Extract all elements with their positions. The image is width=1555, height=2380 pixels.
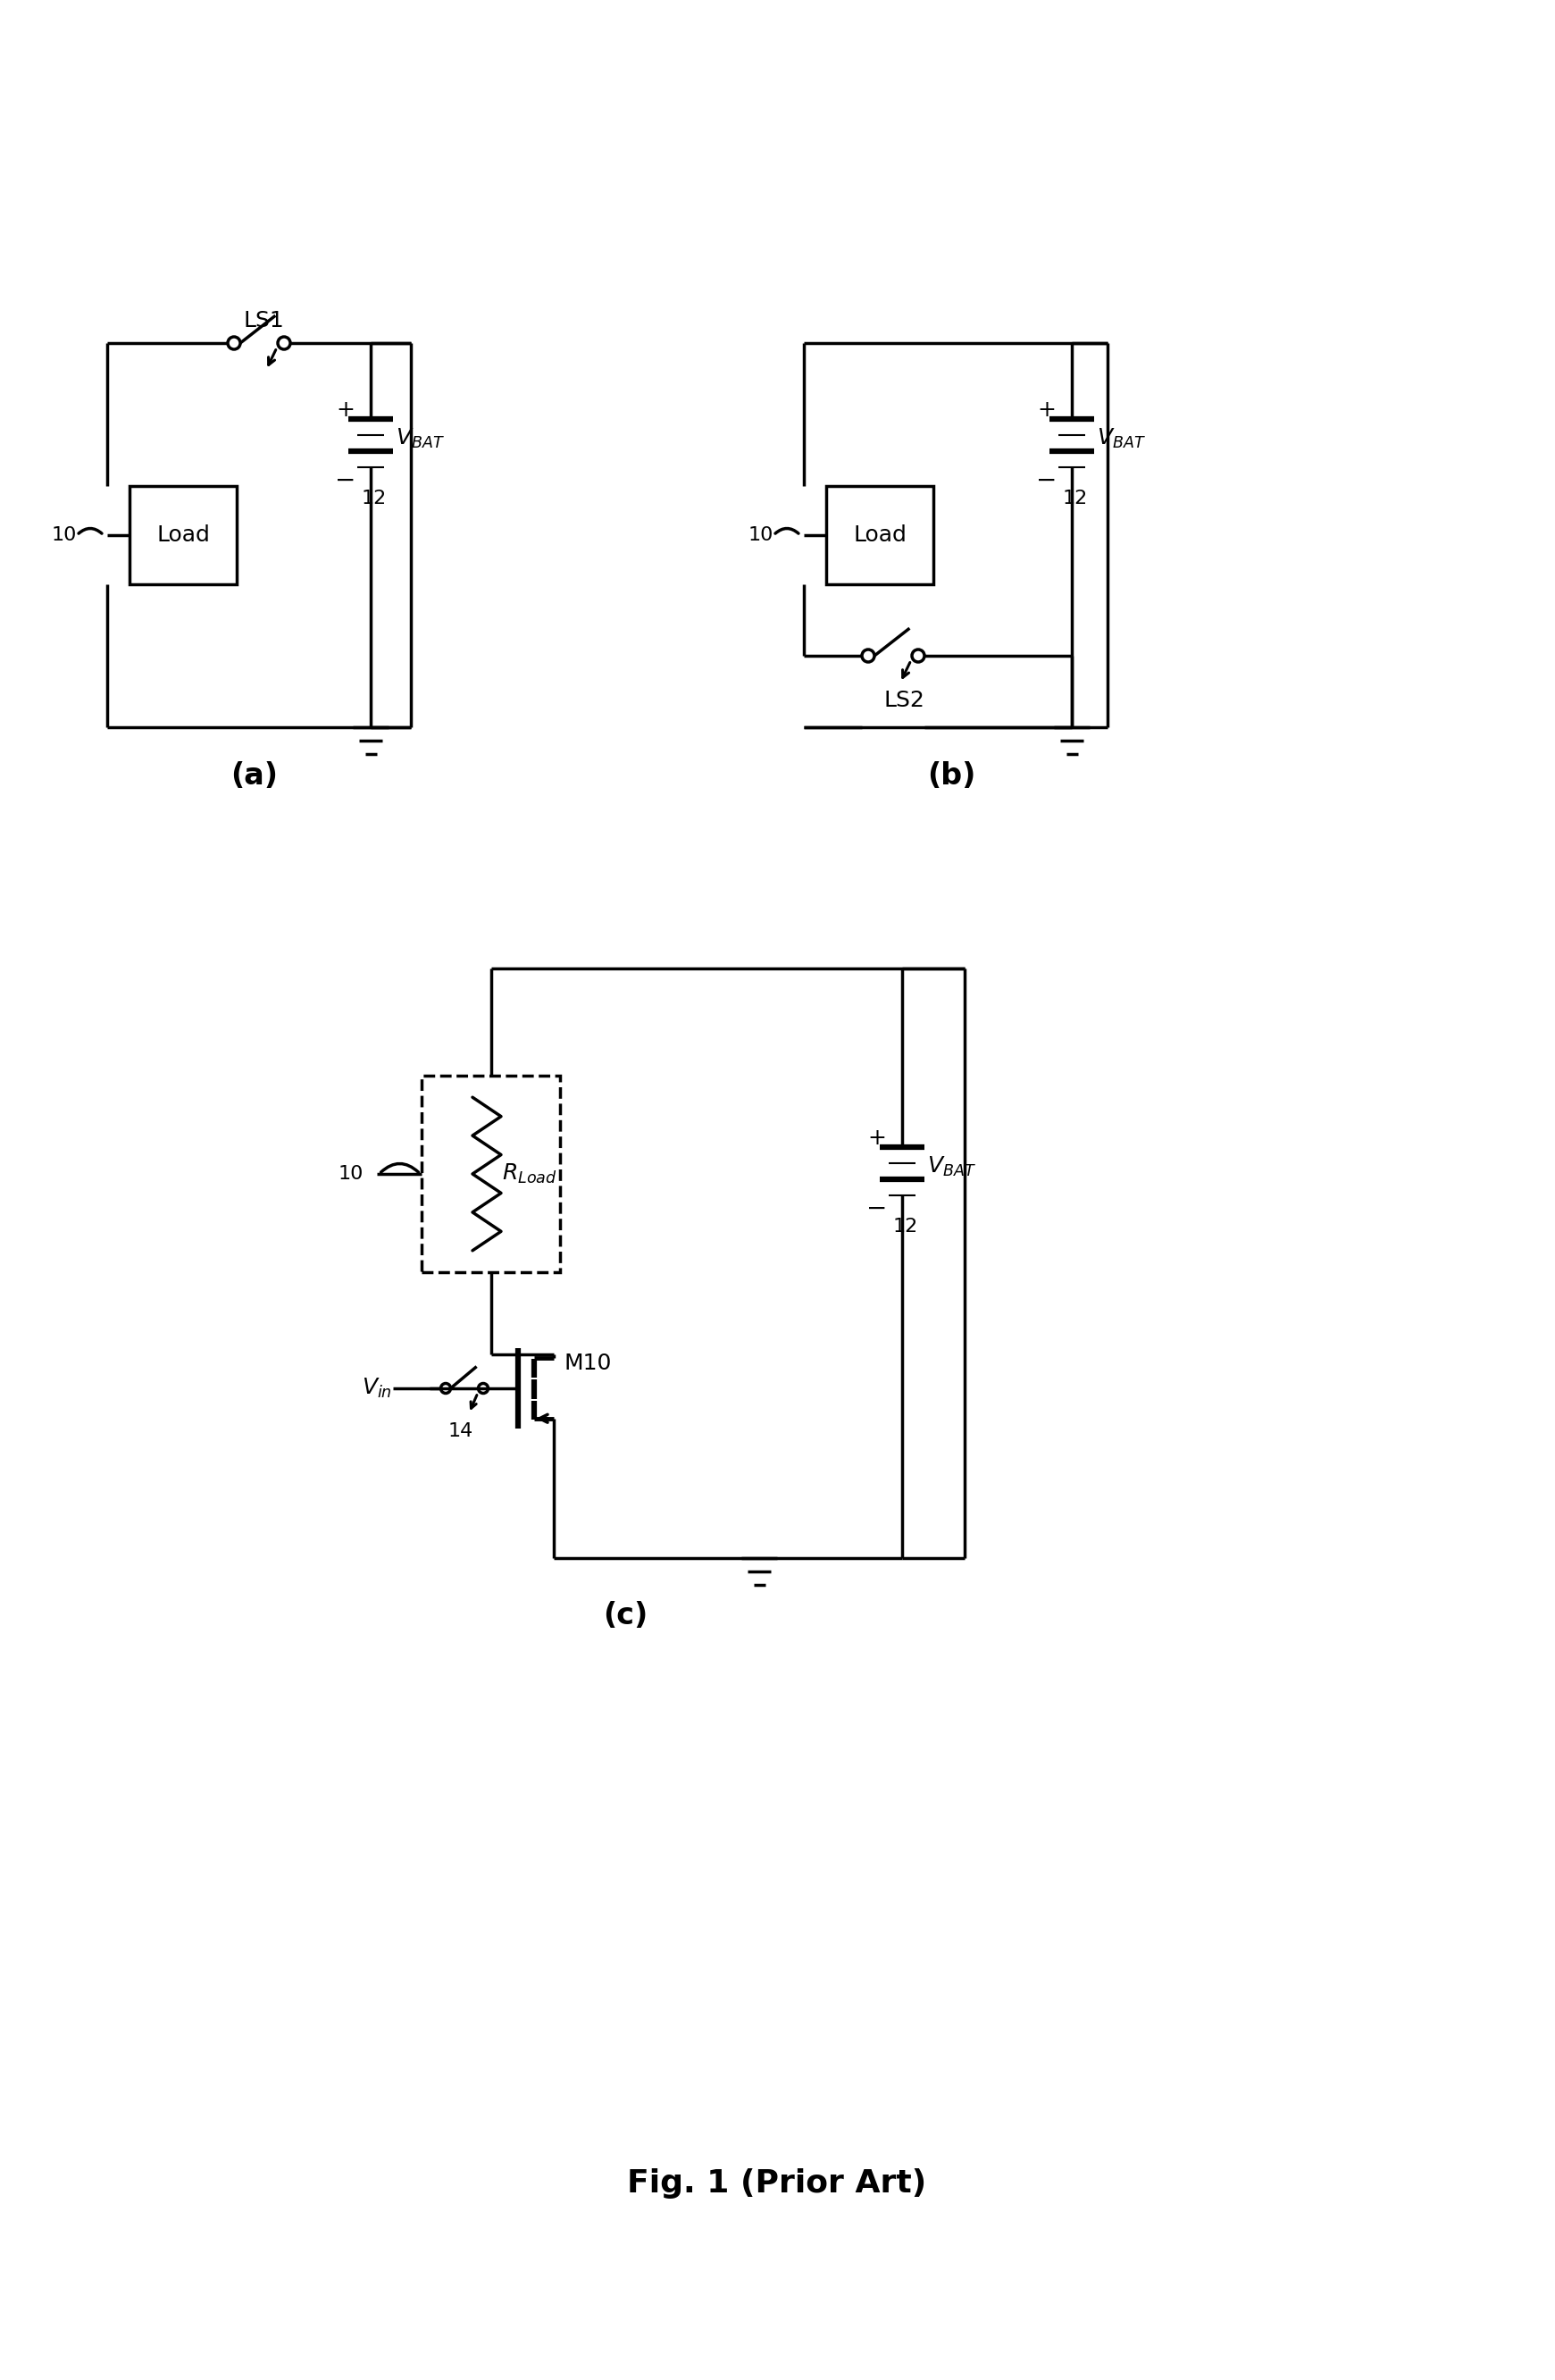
Text: M10: M10 <box>564 1352 613 1373</box>
Text: +: + <box>1037 400 1056 421</box>
Text: −: − <box>336 469 356 493</box>
Text: (b): (b) <box>927 762 975 790</box>
Text: −: − <box>1036 469 1057 493</box>
Text: (a): (a) <box>230 762 278 790</box>
Text: −: − <box>866 1197 888 1221</box>
Text: $V_{BAT}$: $V_{BAT}$ <box>395 426 445 450</box>
Text: 12: 12 <box>362 490 387 507</box>
Text: +: + <box>336 400 355 421</box>
Text: $R_{Load}$: $R_{Load}$ <box>502 1161 557 1185</box>
Text: LS1: LS1 <box>243 309 285 331</box>
Text: +: + <box>868 1128 886 1150</box>
Text: $V_{BAT}$: $V_{BAT}$ <box>1096 426 1146 450</box>
Bar <box>421 1076 560 1273</box>
Text: Fig. 1 (Prior Art): Fig. 1 (Prior Art) <box>627 2168 927 2199</box>
Text: $V_{in}$: $V_{in}$ <box>361 1376 392 1399</box>
Bar <box>826 486 933 583</box>
Bar <box>129 486 236 583</box>
Text: Load: Load <box>854 524 907 545</box>
Text: 12: 12 <box>893 1219 919 1235</box>
Text: $V_{BAT}$: $V_{BAT}$ <box>927 1154 977 1178</box>
Text: (c): (c) <box>603 1602 647 1630</box>
Text: 10: 10 <box>51 526 78 545</box>
Text: Load: Load <box>157 524 210 545</box>
Text: 12: 12 <box>1062 490 1088 507</box>
Text: LS2: LS2 <box>883 690 924 712</box>
Text: 10: 10 <box>337 1164 364 1183</box>
Text: 10: 10 <box>748 526 774 545</box>
Text: 14: 14 <box>448 1423 473 1440</box>
